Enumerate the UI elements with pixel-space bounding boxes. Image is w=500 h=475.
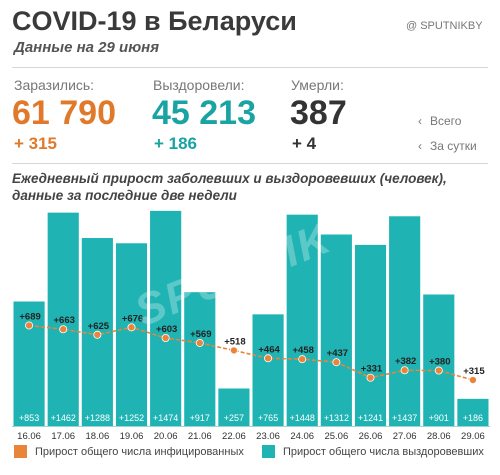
sputnik-handle: @ SPUTNIKBY [406, 20, 483, 32]
bar-recovered [389, 216, 421, 426]
header-divider [12, 67, 488, 68]
data-label-recovered: +1462 [51, 413, 76, 423]
data-label-recovered: +257 [224, 413, 244, 423]
page-subtitle: Данные на 29 июня [14, 39, 160, 56]
x-tick-label: 29.06 [461, 431, 485, 442]
data-label-infected: +382 [395, 356, 416, 367]
data-label-infected: +518 [224, 336, 245, 347]
x-tick-label: 24.06 [290, 431, 314, 442]
data-label-recovered: +1474 [153, 413, 178, 423]
point-infected [93, 330, 102, 339]
infected-label: Заразились: [14, 77, 95, 93]
data-label-infected: +625 [88, 321, 110, 332]
legend-infected: Прирост общего числа инфицированных [14, 445, 244, 458]
data-label-recovered: +186 [463, 413, 483, 423]
point-infected [332, 358, 341, 367]
bar-recovered [286, 214, 318, 426]
legend-infected-swatch [14, 445, 27, 458]
bar-recovered [457, 398, 489, 426]
point-infected [25, 321, 34, 330]
recovered-delta: + 186 [154, 134, 198, 153]
data-label-infected: +380 [429, 357, 450, 368]
x-tick-label: 21.06 [188, 431, 212, 442]
legend-daily: ‹ За сутки [418, 139, 477, 153]
bar-recovered [218, 388, 250, 426]
point-infected [400, 366, 409, 375]
bar-recovered [115, 243, 148, 426]
bar-recovered [47, 212, 79, 426]
legend-total-label: Всего [430, 114, 462, 128]
data-label-recovered: +1448 [290, 413, 315, 423]
data-label-infected: +603 [156, 324, 177, 335]
data-label-recovered: +1288 [85, 413, 110, 423]
x-tick-label: 17.06 [51, 431, 75, 442]
legend-total: ‹ Всего [418, 114, 461, 128]
point-infected [229, 346, 238, 355]
data-label-recovered: +765 [258, 413, 278, 423]
legend-daily-label: За сутки [430, 139, 477, 153]
data-label-infected: +458 [293, 345, 314, 356]
x-tick-label: 28.06 [427, 431, 451, 442]
infected-delta: + 315 [14, 134, 58, 153]
legend-recovered-label: Прирост общего числа выздоровевших [283, 445, 484, 458]
bar-recovered [252, 314, 284, 426]
point-infected [161, 333, 170, 342]
data-label-infected: +663 [54, 315, 75, 326]
data-label-infected: +569 [190, 329, 211, 340]
line-infected [28, 324, 474, 381]
point-infected [434, 366, 443, 375]
data-label-recovered: +1252 [119, 413, 144, 423]
bar-recovered [150, 210, 182, 426]
point-infected [264, 354, 273, 363]
chevron-left-icon: ‹ [418, 139, 422, 153]
data-label-infected: +331 [361, 364, 383, 375]
recovered-value: 45 213 [152, 94, 256, 132]
bar-recovered [184, 292, 216, 426]
data-label-recovered: +901 [429, 413, 449, 423]
data-label-infected: +676 [122, 313, 143, 324]
point-infected [127, 323, 136, 332]
x-tick-label: 22.06 [222, 431, 246, 442]
data-label-infected: +464 [258, 344, 280, 355]
legend-infected-label: Прирост общего числа инфицированных [35, 445, 244, 458]
stats-divider [12, 163, 488, 164]
point-infected [298, 355, 307, 364]
data-label-recovered: +853 [19, 413, 39, 423]
point-infected [195, 338, 204, 347]
data-label-recovered: +917 [190, 413, 210, 423]
chevron-left-icon: ‹ [418, 114, 422, 128]
legend-recovered: Прирост общего числа выздоровевших [262, 445, 484, 458]
x-tick-label: 20.06 [154, 431, 178, 442]
bar-recovered [354, 244, 387, 426]
chart-heading: Ежедневный прирост заболевших и выздоров… [12, 171, 447, 203]
data-label-infected: +689 [19, 311, 40, 322]
x-tick-label: 18.06 [85, 431, 109, 442]
x-tick-label: 16.06 [17, 431, 41, 442]
point-infected [366, 373, 375, 382]
died-value: 387 [290, 94, 347, 132]
x-tick-label: 27.06 [393, 431, 417, 442]
data-label-infected: +437 [327, 348, 348, 359]
page-title: COVID-19 в Беларуси [12, 6, 297, 36]
died-delta: + 4 [292, 134, 317, 153]
bar-recovered [423, 294, 455, 426]
infected-value: 61 790 [12, 94, 116, 132]
data-label-recovered: +1437 [392, 413, 417, 423]
died-label: Умерли: [291, 77, 344, 93]
legend-recovered-swatch [262, 445, 275, 458]
point-infected [468, 376, 477, 385]
bar-recovered [320, 234, 352, 426]
x-tick-label: 26.06 [359, 431, 383, 442]
point-infected [59, 325, 68, 334]
x-tick-label: 25.06 [324, 431, 348, 442]
x-tick-label: 23.06 [256, 431, 280, 442]
data-label-recovered: +1312 [324, 413, 349, 423]
x-tick-label: 19.06 [120, 431, 144, 442]
data-label-infected: +315 [463, 366, 485, 377]
data-label-recovered: +1241 [358, 413, 383, 423]
recovered-label: Выздоровели: [153, 77, 245, 93]
